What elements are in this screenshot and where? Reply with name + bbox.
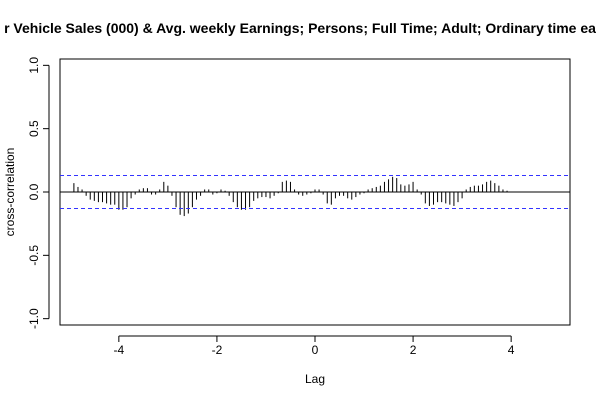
y-tick-label: 0.0 (27, 183, 41, 200)
chart-title: r Vehicle Sales (000) & Avg. weekly Earn… (4, 20, 596, 36)
x-tick-label: -2 (212, 343, 223, 357)
y-tick-label: -0.5 (27, 245, 41, 266)
y-axis: -1.0 -0.5 0.0 0.5 1.0 (27, 57, 50, 329)
x-tick-label: 0 (312, 343, 319, 357)
y-tick-label: 1.0 (27, 57, 41, 74)
y-tick-label: -1.0 (27, 308, 41, 329)
bar-series (73, 176, 508, 217)
x-axis: -4 -2 0 2 4 (114, 335, 515, 357)
x-tick-label: 2 (410, 343, 417, 357)
y-axis-label: cross-correlation (3, 148, 17, 237)
x-tick-label: -4 (114, 343, 125, 357)
y-tick-label: 0.5 (27, 120, 41, 137)
x-tick-label: 4 (508, 343, 515, 357)
x-axis-label: Lag (305, 372, 325, 386)
